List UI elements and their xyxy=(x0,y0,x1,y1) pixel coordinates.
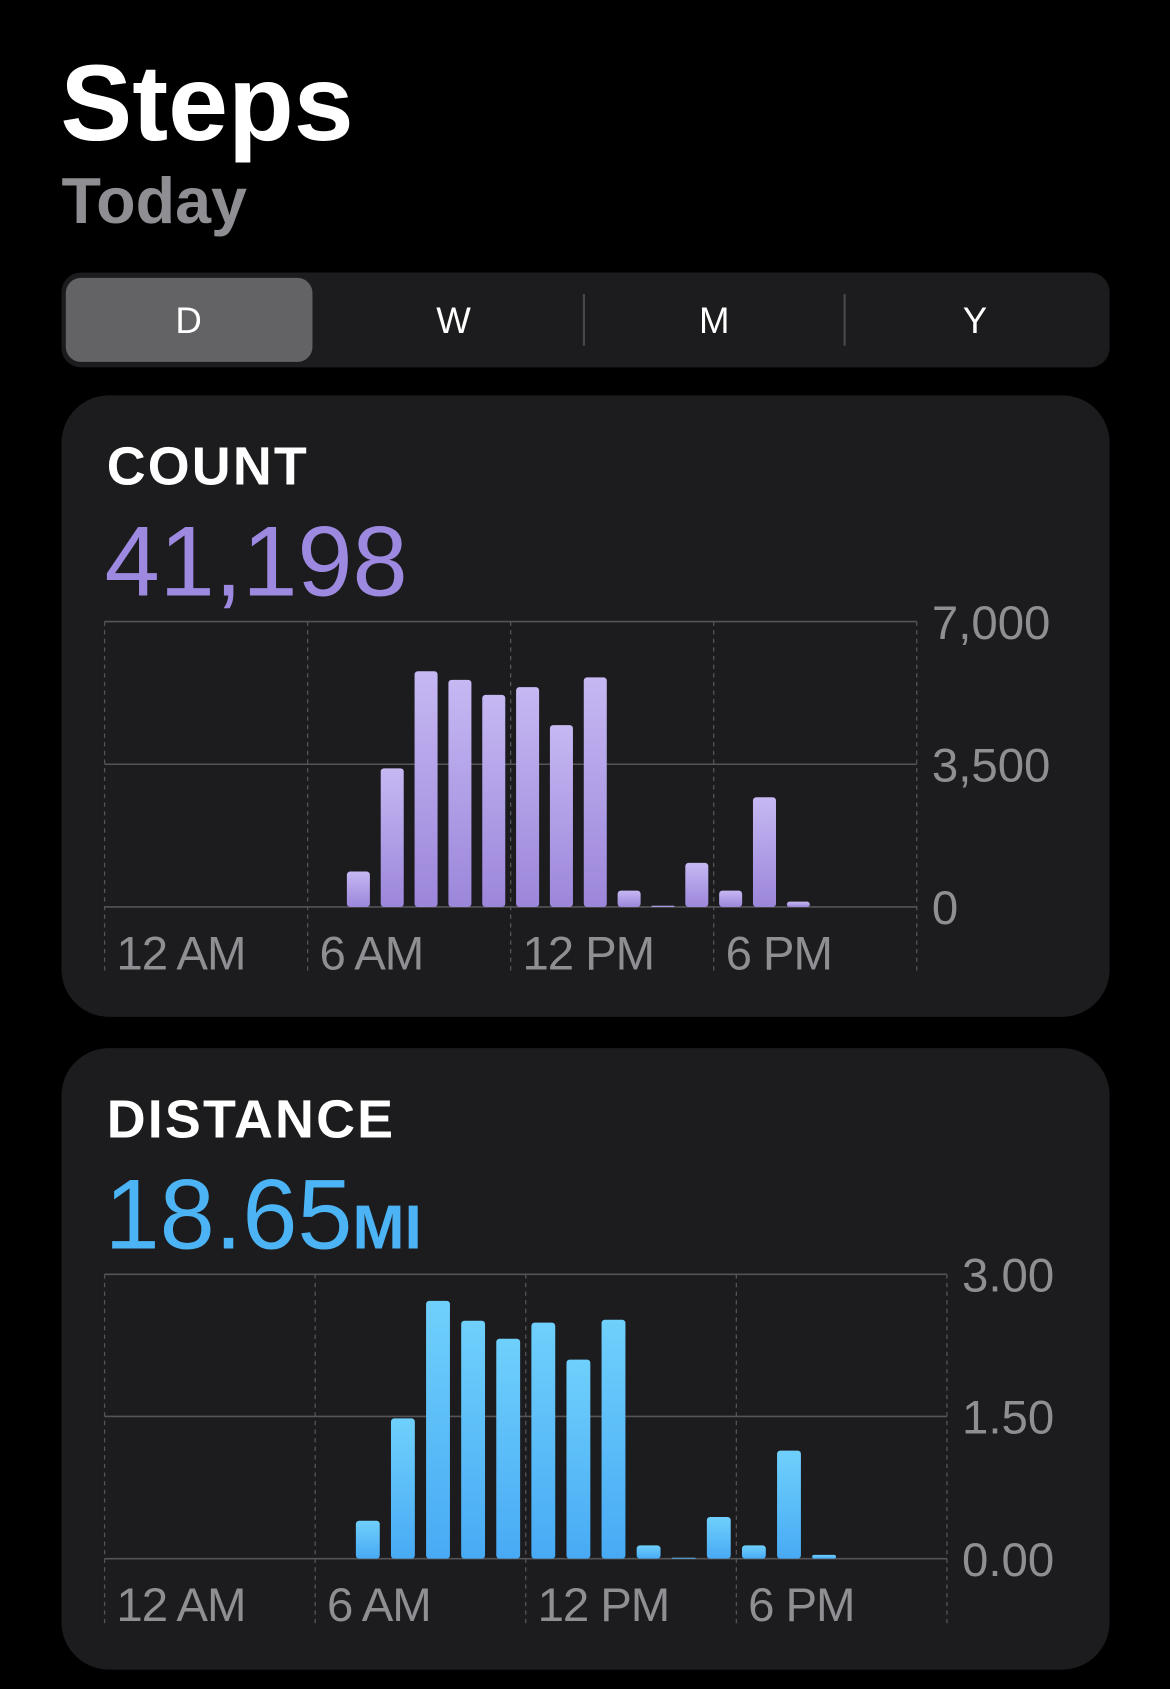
segment-tab[interactable]: M xyxy=(699,300,730,341)
bar xyxy=(426,1300,450,1559)
bar xyxy=(685,862,709,907)
segment-tab[interactable]: Y xyxy=(963,300,987,341)
bar xyxy=(777,1450,801,1559)
x-tick-label: 12 AM xyxy=(116,927,245,980)
bar xyxy=(601,1319,626,1559)
total-value: 18.65 xyxy=(105,1158,353,1269)
y-tick-label: 7,000 xyxy=(932,597,1051,650)
bar xyxy=(651,905,675,907)
bar xyxy=(741,1545,766,1559)
bar xyxy=(719,890,743,907)
bar xyxy=(531,1322,556,1559)
x-tick-label: 6 AM xyxy=(319,927,423,980)
bar xyxy=(636,1545,661,1559)
x-tick-label: 12 PM xyxy=(523,927,655,980)
card-label: COUNT xyxy=(107,437,309,497)
segmented-control xyxy=(61,272,1110,368)
bar xyxy=(566,1359,591,1559)
y-tick-label: 0.00 xyxy=(962,1534,1054,1587)
bar xyxy=(786,901,810,907)
x-tick-label: 12 PM xyxy=(538,1579,670,1632)
card-label: DISTANCE xyxy=(107,1089,395,1149)
y-tick-label: 0 xyxy=(932,882,958,935)
bar xyxy=(461,1320,486,1559)
bar xyxy=(549,725,573,907)
bar xyxy=(496,1338,521,1559)
bar xyxy=(414,671,438,907)
bar xyxy=(671,1557,696,1559)
bar xyxy=(516,687,540,907)
bar xyxy=(448,679,472,907)
bar xyxy=(390,1418,415,1559)
card-total: 18.65MI xyxy=(105,1158,422,1269)
bar xyxy=(380,768,404,907)
card-total: 41,198 xyxy=(105,506,408,617)
y-tick-label: 1.50 xyxy=(962,1392,1054,1445)
bar xyxy=(482,694,506,907)
segment-selected xyxy=(65,277,313,362)
total-unit: MI xyxy=(353,1192,422,1262)
x-tick-label: 6 PM xyxy=(726,927,832,980)
bar xyxy=(812,1554,837,1559)
distance-card xyxy=(61,1048,1110,1670)
y-tick-label: 3.00 xyxy=(962,1250,1054,1303)
page-title: Steps xyxy=(60,42,353,163)
page-subtitle: Today xyxy=(61,164,247,237)
bar xyxy=(355,1520,380,1559)
x-tick-label: 12 AM xyxy=(116,1579,245,1632)
bar xyxy=(583,677,607,907)
bar xyxy=(346,871,370,907)
x-tick-label: 6 PM xyxy=(748,1579,854,1632)
x-tick-label: 6 AM xyxy=(327,1579,431,1632)
bar xyxy=(617,890,641,907)
segment-tab[interactable]: W xyxy=(436,300,471,341)
bar xyxy=(752,797,776,907)
segment-tab[interactable]: D xyxy=(175,300,201,341)
bar xyxy=(706,1516,731,1559)
y-tick-label: 3,500 xyxy=(932,739,1051,792)
